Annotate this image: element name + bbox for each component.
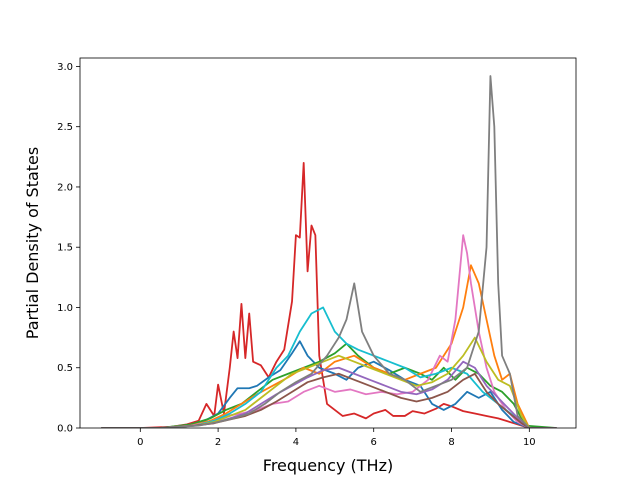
- series-line-5: [101, 234, 557, 428]
- y-axis-label: Partial Density of States: [23, 147, 42, 339]
- x-tick-label: 10: [523, 437, 536, 448]
- y-tick-label: 2.5: [57, 122, 73, 133]
- x-tick-label: 8: [448, 437, 454, 448]
- series-layer: [101, 75, 557, 428]
- y-tick-label: 3.0: [57, 62, 73, 73]
- x-tick-label: 4: [293, 437, 299, 448]
- x-tick-label: 0: [137, 437, 143, 448]
- series-line-3: [101, 342, 557, 428]
- y-tick-label: 2.0: [57, 182, 73, 193]
- x-axis-label: Frequency (THz): [263, 456, 393, 475]
- y-tick-label: 1.0: [57, 303, 73, 314]
- y-tick-label: 0.0: [57, 424, 73, 435]
- axes-layer: 0 2 4 6 8 10 0.0 0.5 1.0 1.5 2.0 2.5 3.0: [57, 57, 577, 448]
- series-line-9: [101, 372, 557, 428]
- series-line-10: [101, 75, 557, 428]
- x-tick-label: 6: [371, 437, 377, 448]
- series-line-7: [101, 336, 557, 428]
- series-line-6: [101, 306, 557, 428]
- series-line-2: [101, 340, 557, 428]
- series-line-8: [101, 360, 557, 428]
- plot-frame: [79, 57, 577, 429]
- y-tick-label: 1.5: [57, 243, 73, 254]
- y-tick-label: 0.5: [57, 363, 73, 374]
- series-line-4: [101, 264, 557, 428]
- x-tick-label: 2: [215, 437, 221, 448]
